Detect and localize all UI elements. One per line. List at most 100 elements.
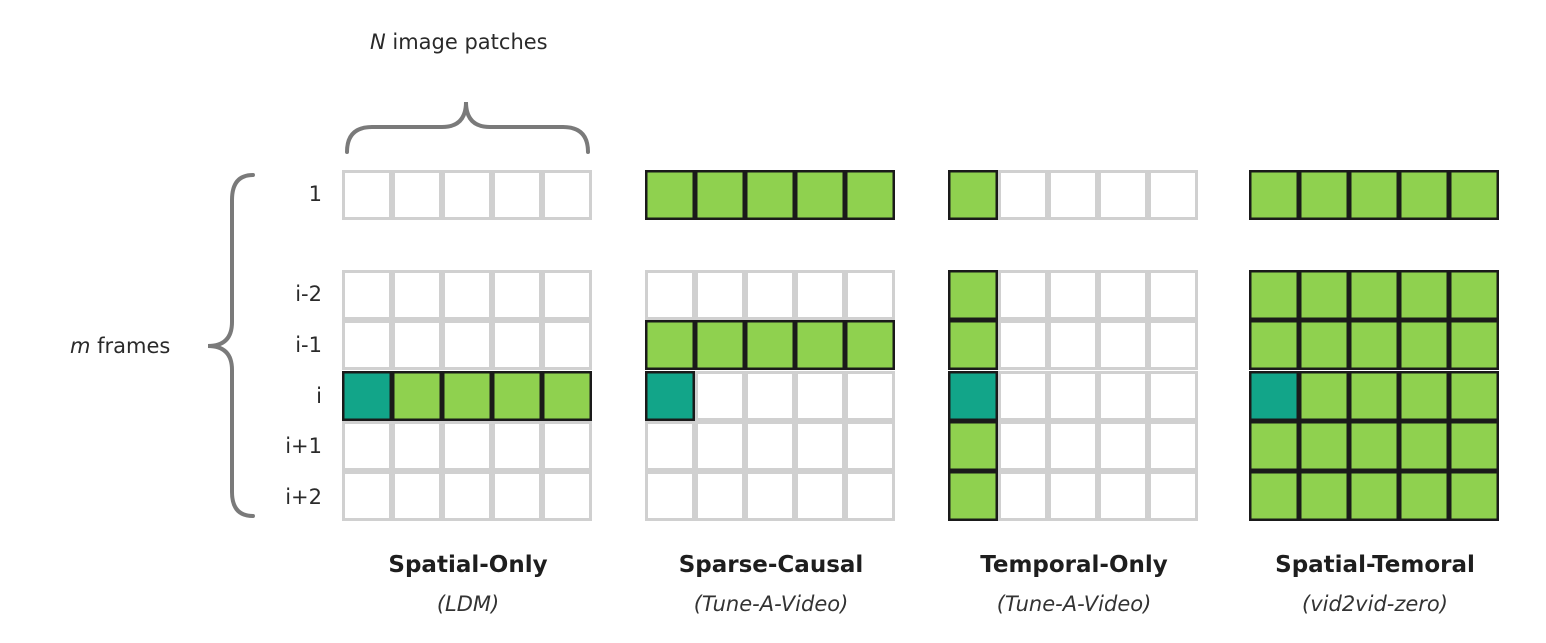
grid-cell-empty <box>542 471 592 521</box>
grid-cell-empty <box>1048 270 1098 320</box>
grid-cell-attended <box>1349 270 1399 320</box>
grid-cell-empty <box>442 471 492 521</box>
grid-cell-empty <box>695 371 745 421</box>
row-label-i-1: i-1 <box>295 333 322 357</box>
grid-cell-attended <box>1349 421 1399 471</box>
grid-cell-empty <box>795 270 845 320</box>
grid-cell-empty <box>845 270 895 320</box>
attention-grid-spatial-only <box>342 170 592 521</box>
grid-cell-empty <box>1048 421 1098 471</box>
pattern-subtitle-spatial-only: (LDM) <box>436 592 500 616</box>
grid-cell-attended <box>1299 320 1349 370</box>
pattern-title-spatial-temoral: Spatial-Temoral <box>1275 552 1475 578</box>
grid-cell-empty <box>998 170 1048 220</box>
pattern-subtitle-spatial-temoral: (vid2vid-zero) <box>1302 592 1448 616</box>
grid-cell-empty <box>1148 471 1198 521</box>
grid-cell-attended <box>1449 371 1499 421</box>
grid-cell-empty <box>342 320 392 370</box>
grid-cell-empty <box>542 270 592 320</box>
grid-cell-empty <box>1148 371 1198 421</box>
grid-cell-attended <box>1249 270 1299 320</box>
row-label-i: i <box>316 384 322 408</box>
grid-cell-empty <box>1098 371 1148 421</box>
grid-cell-empty <box>1098 471 1148 521</box>
grid-cell-empty <box>845 471 895 521</box>
grid-cell-empty <box>492 320 542 370</box>
grid-cell-attended <box>745 320 795 370</box>
grid-cell-attended <box>695 170 745 220</box>
grid-cell-empty <box>695 270 745 320</box>
grid-cell-empty <box>1098 421 1148 471</box>
grid-cell-empty <box>745 371 795 421</box>
attention-grid-temporal-only <box>948 170 1198 521</box>
grid-cell-empty <box>392 320 442 370</box>
grid-cell-attended <box>845 320 895 370</box>
grid-cell-empty <box>1148 170 1198 220</box>
frames-variable: m <box>70 334 91 358</box>
grid-cell-empty <box>542 170 592 220</box>
grid-cell-attended <box>1399 270 1449 320</box>
grid-cell-attended <box>1449 320 1499 370</box>
grid-cell-attended <box>1399 371 1449 421</box>
grid-cell-empty <box>645 471 695 521</box>
grid-cell-empty <box>492 471 542 521</box>
grid-cell-query <box>1249 371 1299 421</box>
grid-cell-attended <box>1349 320 1399 370</box>
grid-cell-empty <box>795 471 845 521</box>
grid-cell-empty <box>695 421 745 471</box>
grid-cell-empty <box>1048 471 1098 521</box>
grid-cell-empty <box>845 421 895 471</box>
grid-cell-attended <box>1449 471 1499 521</box>
grid-cell-attended <box>948 270 998 320</box>
grid-cell-attended <box>1349 471 1399 521</box>
grid-cell-empty <box>392 471 442 521</box>
grid-cell-empty <box>745 421 795 471</box>
grid-cell-empty <box>795 371 845 421</box>
grid-cell-empty <box>998 371 1048 421</box>
attention-grid-sparse-causal <box>645 170 895 521</box>
grid-cell-attended <box>1399 320 1449 370</box>
pattern-title-temporal-only: Temporal-Only <box>980 552 1168 578</box>
grid-cell-empty <box>542 320 592 370</box>
grid-cell-attended <box>948 471 998 521</box>
grid-cell-empty <box>998 471 1048 521</box>
grid-cell-attended <box>1349 371 1399 421</box>
grid-cell-attended <box>1249 471 1299 521</box>
grid-cell-empty <box>392 170 442 220</box>
grid-cell-empty <box>342 170 392 220</box>
grid-cell-empty <box>695 471 745 521</box>
grid-cell-attended <box>1249 170 1299 220</box>
grid-cell-attended <box>1299 170 1349 220</box>
grid-cell-attended <box>1249 320 1299 370</box>
grid-cell-attended <box>1299 421 1349 471</box>
frames-brace-icon <box>207 173 255 518</box>
grid-cell-empty <box>845 371 895 421</box>
grid-cell-query <box>342 371 392 421</box>
patches-text: image patches <box>385 30 548 54</box>
grid-cell-empty <box>795 421 845 471</box>
frames-text: frames <box>90 334 171 358</box>
grid-cell-empty <box>442 270 492 320</box>
grid-cell-attended <box>795 320 845 370</box>
pattern-title-spatial-only: Spatial-Only <box>388 552 548 578</box>
pattern-subtitle-temporal-only: (Tune-A-Video) <box>996 592 1152 616</box>
grid-cell-empty <box>745 270 795 320</box>
grid-cell-attended <box>1299 471 1349 521</box>
grid-cell-attended <box>1399 421 1449 471</box>
grid-cell-attended <box>1349 170 1399 220</box>
grid-cell-attended <box>1299 270 1349 320</box>
grid-cell-empty <box>998 270 1048 320</box>
grid-cell-attended <box>392 371 442 421</box>
grid-cell-empty <box>1048 371 1098 421</box>
row-label-i+2: i+2 <box>285 485 322 509</box>
grid-cell-empty <box>442 421 492 471</box>
grid-cell-attended <box>1399 170 1449 220</box>
grid-cell-empty <box>1148 421 1198 471</box>
grid-cell-attended <box>948 170 998 220</box>
grid-cell-empty <box>1098 270 1148 320</box>
grid-cell-empty <box>1048 170 1098 220</box>
grid-cell-attended <box>1399 471 1449 521</box>
grid-cell-attended <box>542 371 592 421</box>
row-label-i+1: i+1 <box>285 434 322 458</box>
